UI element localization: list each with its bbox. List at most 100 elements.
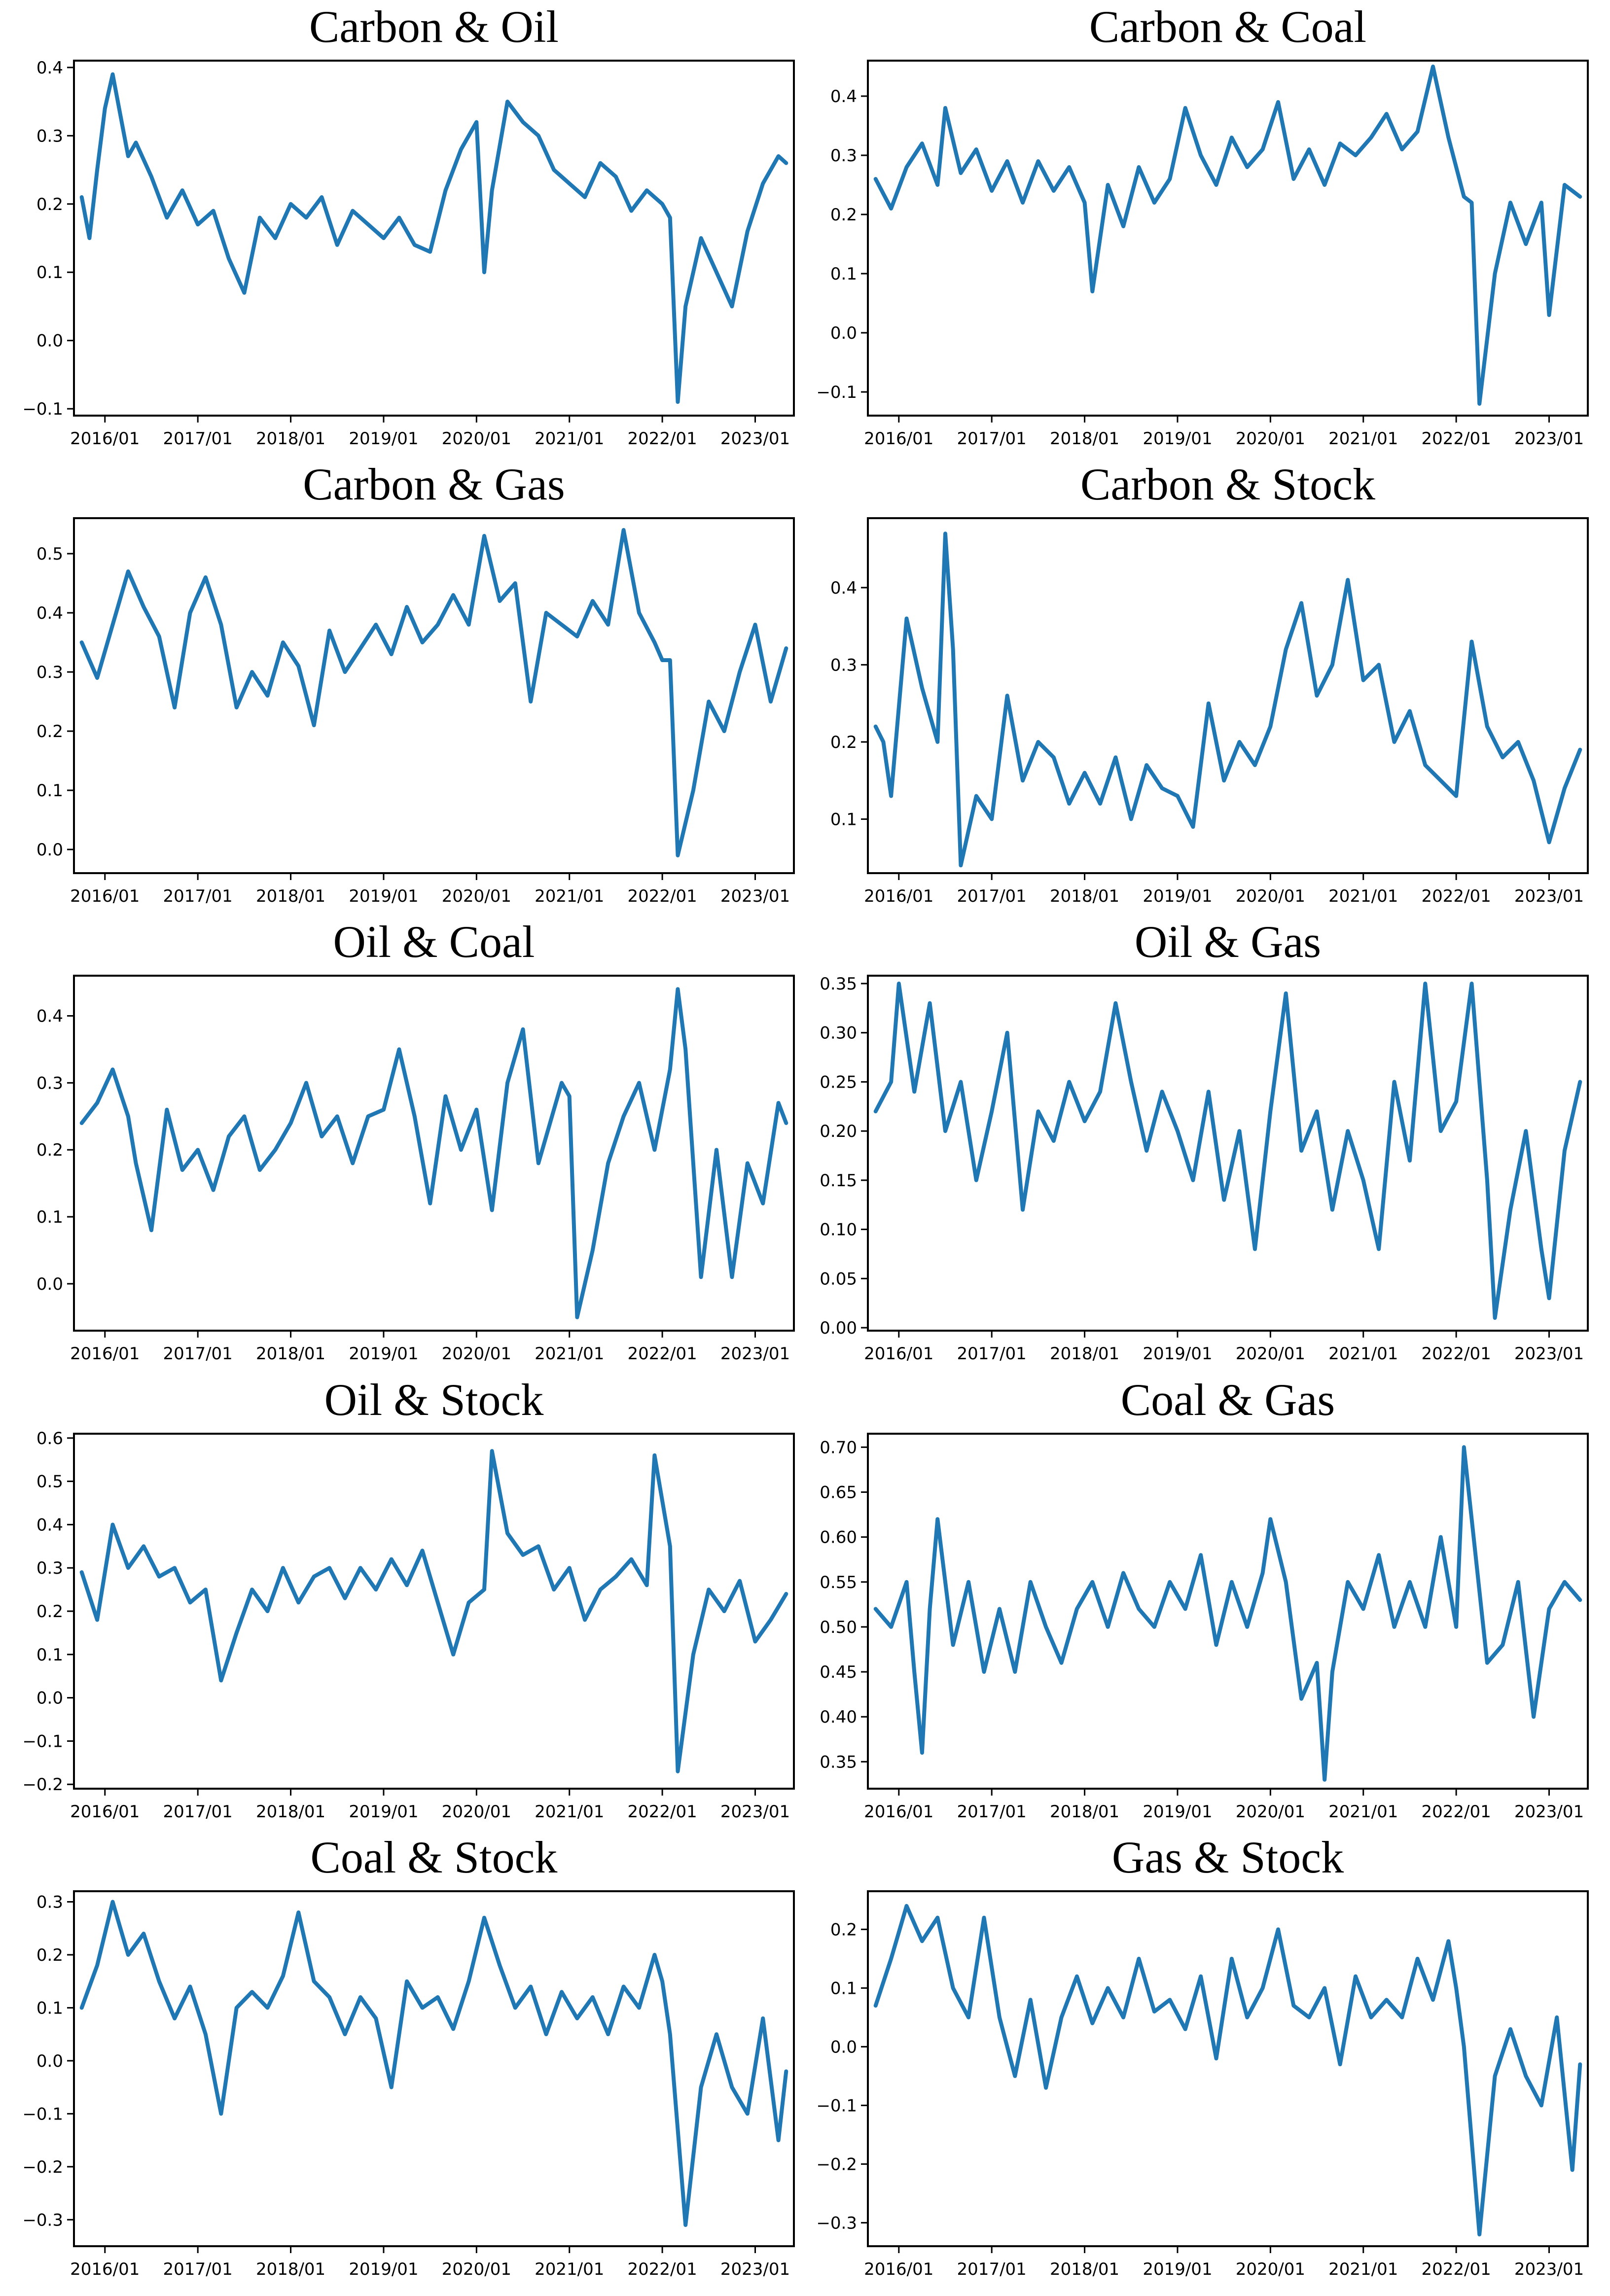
y-tick-label: −0.2 xyxy=(22,1775,63,1795)
y-tick-label: 0.6 xyxy=(36,1429,63,1448)
series-line xyxy=(873,982,1582,1320)
x-tick-label: 2018/01 xyxy=(256,1344,325,1364)
axes-frame xyxy=(73,1433,795,1790)
x-tick-label: 2021/01 xyxy=(1328,1802,1398,1822)
x-tick-label: 2019/01 xyxy=(1143,429,1212,449)
x-tick-label: 2020/01 xyxy=(442,886,511,906)
x-tick-label: 2021/01 xyxy=(535,1344,604,1364)
x-tick-label: 2021/01 xyxy=(1328,2260,1398,2279)
y-tick-label: 0.4 xyxy=(36,58,63,78)
chart-title: Coal & Stock xyxy=(311,1832,558,1882)
x-tick-label: 2021/01 xyxy=(535,886,604,906)
y-tick-label: 0.0 xyxy=(36,840,63,860)
y-tick-label: 0.1 xyxy=(36,1645,63,1665)
chart-panel-carbon-and-oil: Carbon & Oil 2016/01 2017/01 2018/01 2019/01… xyxy=(22,1,795,449)
x-tick-label: 2019/01 xyxy=(349,1802,418,1822)
x-tick-label: 2016/01 xyxy=(70,1802,140,1822)
y-tick-label: 0.1 xyxy=(36,1207,63,1227)
x-tick-label: 2016/01 xyxy=(70,429,140,449)
x-tick-label: 2023/01 xyxy=(1514,429,1584,449)
y-tick-label: −0.3 xyxy=(22,2210,63,2230)
y-tick-label: 0.35 xyxy=(820,1752,857,1772)
chart-title: Carbon & Gas xyxy=(303,459,565,509)
y-tick-label: 0.4 xyxy=(830,578,857,598)
x-tick-label: 2023/01 xyxy=(1514,2260,1584,2279)
y-tick-label: −0.1 xyxy=(816,2096,857,2116)
chart-title: Oil & Stock xyxy=(324,1375,544,1425)
y-tick-label: 0.2 xyxy=(36,722,63,742)
y-tick-label: 0.4 xyxy=(830,87,857,106)
x-tick-label: 2020/01 xyxy=(442,2260,511,2279)
series-line xyxy=(873,65,1582,406)
y-tick-label: 0.3 xyxy=(830,146,857,166)
x-tick-label: 2021/01 xyxy=(535,429,604,449)
y-tick-label: −0.2 xyxy=(22,2157,63,2177)
axes-frame xyxy=(73,60,795,417)
series-line xyxy=(79,1900,788,2227)
y-tick-label: 0.3 xyxy=(830,655,857,675)
axes-frame xyxy=(867,517,1589,874)
axes-frame xyxy=(867,60,1589,417)
y-tick-label: 0.4 xyxy=(36,1007,63,1026)
x-tick-label: 2017/01 xyxy=(957,886,1027,906)
x-tick-label: 2017/01 xyxy=(163,886,233,906)
y-tick-label: 0.1 xyxy=(830,264,857,284)
y-tick-label: 0.30 xyxy=(820,1024,857,1043)
y-tick-label: 0.2 xyxy=(36,195,63,214)
chart-title: Oil & Gas xyxy=(1135,917,1321,967)
x-tick-label: 2023/01 xyxy=(1514,1802,1584,1822)
x-tick-label: 2019/01 xyxy=(349,1344,418,1364)
y-tick-label: 0.5 xyxy=(36,1472,63,1492)
chart-panel-carbon-and-gas: Carbon & Gas 2016/01 2017/01 2018/01 2019/01… xyxy=(36,459,795,906)
x-tick-label: 2017/01 xyxy=(957,1344,1027,1364)
x-tick-label: 2019/01 xyxy=(1143,1802,1212,1822)
y-tick-label: −0.1 xyxy=(816,383,857,402)
y-tick-label: 0.4 xyxy=(36,1515,63,1535)
y-tick-label: 0.3 xyxy=(36,126,63,146)
x-tick-label: 2023/01 xyxy=(720,886,790,906)
x-tick-label: 2023/01 xyxy=(720,1344,790,1364)
x-tick-label: 2022/01 xyxy=(627,2260,697,2279)
x-tick-label: 2018/01 xyxy=(256,429,325,449)
y-tick-label: 0.3 xyxy=(36,1558,63,1578)
chart-panel-oil-and-coal: Oil & Coal 2016/01 2017/01 2018/01 2019/01 20… xyxy=(36,917,795,1364)
y-tick-label: 0.2 xyxy=(830,205,857,225)
chart-title: Coal & Gas xyxy=(1121,1375,1335,1425)
y-tick-label: −0.2 xyxy=(816,2155,857,2174)
chart-panel-carbon-and-stock: Carbon & Stock 2016/01 2017/01 2018/01 2019/… xyxy=(830,459,1589,906)
chart-panel-gas-and-stock: Gas & Stock 2016/01 2017/01 2018/01 2019/01 2… xyxy=(816,1832,1589,2279)
axes-frame xyxy=(73,1890,795,2247)
y-tick-label: 0.3 xyxy=(36,1892,63,1912)
y-tick-label: −0.1 xyxy=(22,2104,63,2124)
x-tick-label: 2016/01 xyxy=(864,1802,933,1822)
x-tick-label: 2018/01 xyxy=(256,2260,325,2279)
x-tick-label: 2017/01 xyxy=(163,1802,233,1822)
x-tick-label: 2017/01 xyxy=(957,429,1027,449)
x-tick-label: 2019/01 xyxy=(1143,886,1212,906)
y-tick-label: 0.1 xyxy=(830,1978,857,1998)
x-tick-label: 2023/01 xyxy=(720,429,790,449)
y-tick-label: 0.2 xyxy=(830,1920,857,1940)
x-tick-label: 2019/01 xyxy=(349,2260,418,2279)
y-tick-label: 0.1 xyxy=(36,263,63,283)
y-tick-label: 0.0 xyxy=(830,2037,857,2057)
axes-frame xyxy=(73,975,795,1332)
axes-frame xyxy=(73,517,795,874)
y-tick-label: 0.1 xyxy=(830,810,857,829)
y-tick-label: 0.3 xyxy=(36,663,63,682)
x-tick-label: 2023/01 xyxy=(1514,886,1584,906)
x-tick-label: 2016/01 xyxy=(864,886,933,906)
y-tick-label: 0.35 xyxy=(820,974,857,994)
y-tick-label: 0.1 xyxy=(36,1998,63,2018)
y-tick-label: 0.25 xyxy=(820,1072,857,1092)
x-tick-label: 2020/01 xyxy=(442,1344,511,1364)
x-tick-label: 2021/01 xyxy=(535,1802,604,1822)
x-tick-label: 2019/01 xyxy=(1143,1344,1212,1364)
x-tick-label: 2022/01 xyxy=(627,1802,697,1822)
y-tick-label: 0.15 xyxy=(820,1171,857,1191)
x-tick-label: 2021/01 xyxy=(1328,429,1398,449)
x-tick-label: 2019/01 xyxy=(349,886,418,906)
x-tick-label: 2021/01 xyxy=(1328,1344,1398,1364)
y-tick-label: 0.65 xyxy=(820,1483,857,1502)
